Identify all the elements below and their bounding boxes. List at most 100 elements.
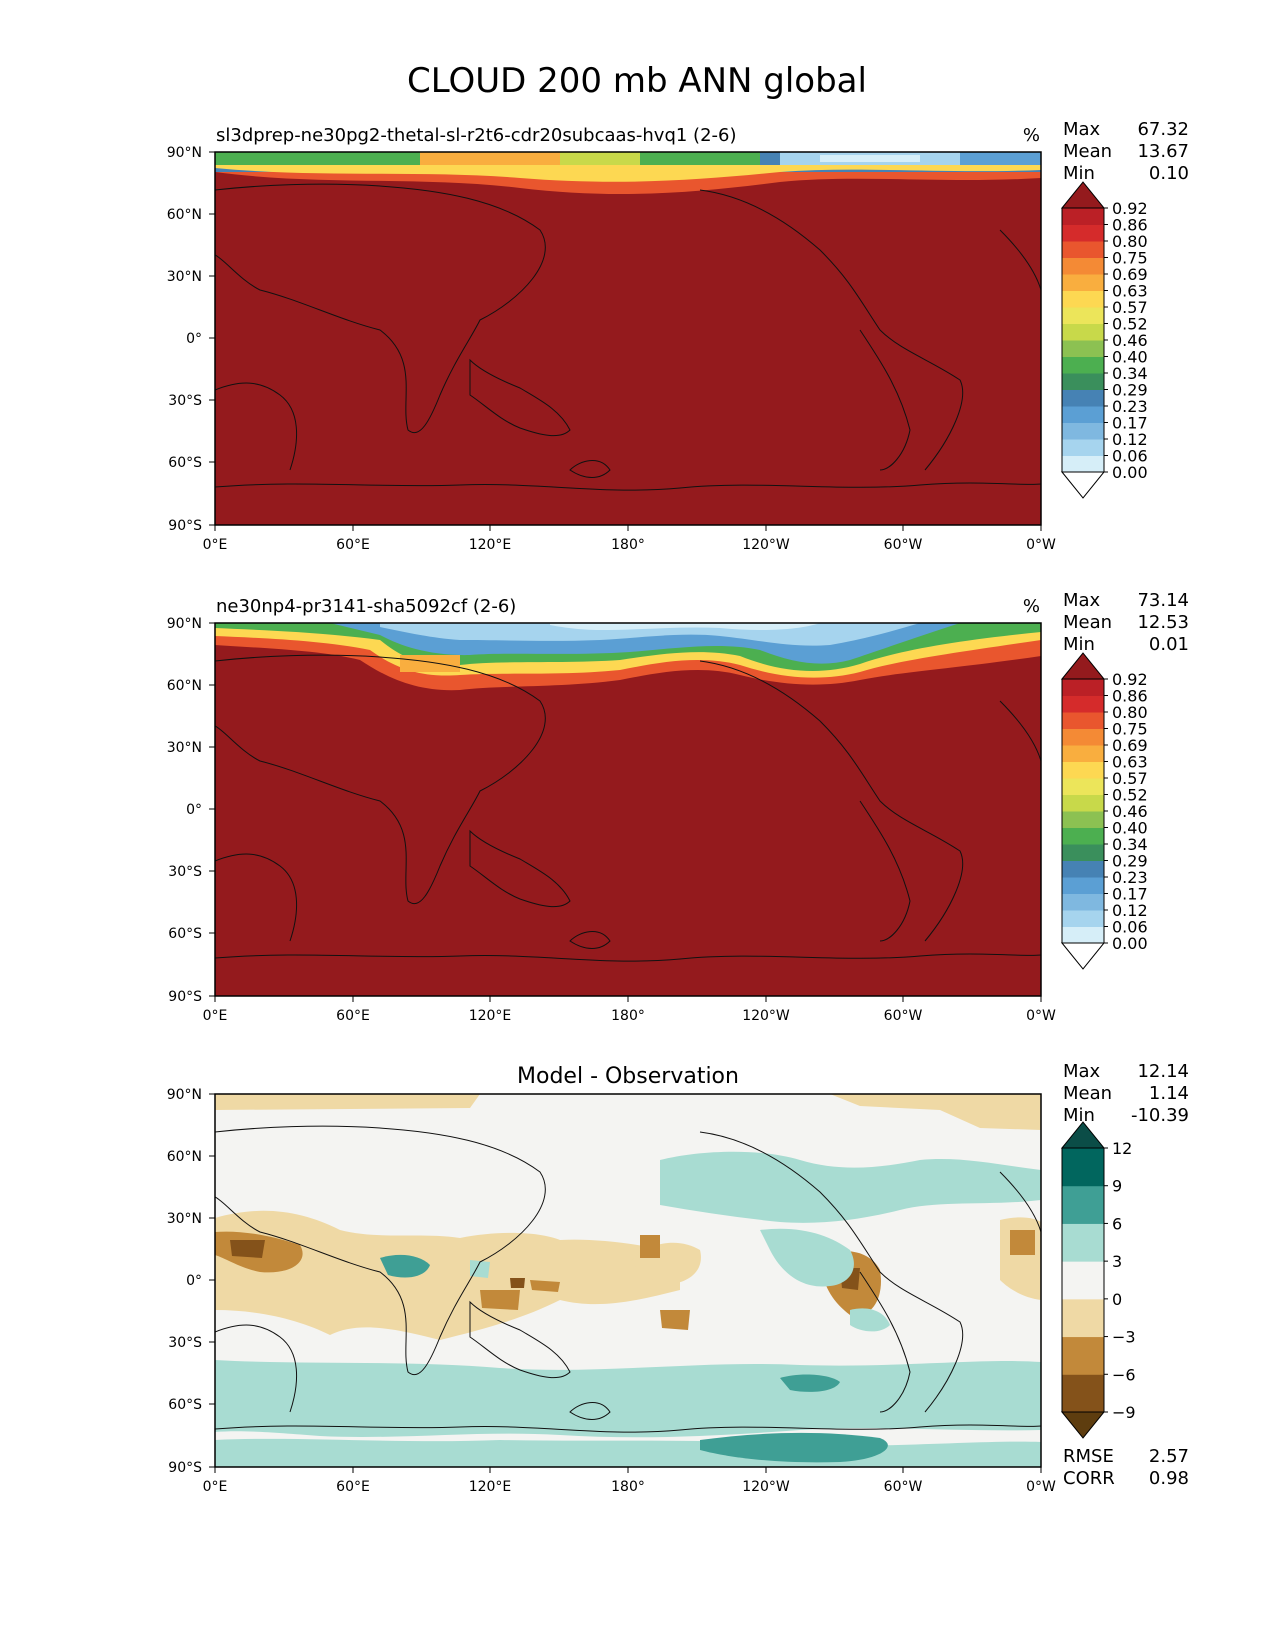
lon-tick-label: 120°E <box>469 537 512 553</box>
colorbar-tick-label: 0.12 <box>1112 430 1148 449</box>
colorbar-tick-label: 0.00 <box>1112 934 1148 953</box>
stat-value: 0.98 <box>1149 1468 1189 1489</box>
colorbar-bin <box>1062 356 1104 374</box>
lon-tick-label: 0°W <box>1026 537 1056 553</box>
colorbar-tick-label: 0.06 <box>1112 447 1148 466</box>
colorbar-bin <box>1062 679 1104 696</box>
colorbar-bin <box>1062 745 1104 762</box>
colorbar-tick-label: 0.34 <box>1112 364 1148 383</box>
colorbar-extend-max <box>1060 181 1106 209</box>
colorbar-bin <box>1062 340 1104 357</box>
colorbar-bin <box>1062 373 1104 390</box>
colorbar-bin <box>1062 290 1104 308</box>
stat-label: Mean <box>1063 1083 1112 1104</box>
colorbar-tick-label: 0.86 <box>1112 687 1148 706</box>
colorbar-bin <box>1062 1336 1104 1375</box>
colorbar-tick-label: 0.52 <box>1112 315 1148 334</box>
colorbar-tick-label: 0.06 <box>1112 918 1148 937</box>
colorbar-tick-label: 0.75 <box>1112 720 1148 739</box>
footer-stats: RMSE 2.57 CORR 0.98 <box>1063 1446 1189 1489</box>
arctic-band <box>215 623 1041 691</box>
lat-axis: 90°N 60°N 30°N 0° 30°S 60°S 90°S <box>167 1087 215 1476</box>
panel-test: sl3dprep-ne30pg2-thetal-sl-r2t6-cdr20sub… <box>167 119 1189 553</box>
colorbar-tick-label: 0.29 <box>1112 852 1148 871</box>
colorbar-bin <box>1062 761 1104 779</box>
stat-value: 0.10 <box>1149 163 1189 184</box>
colorbar-bin <box>1062 1261 1104 1300</box>
colorbar-tick-label: 12 <box>1112 1139 1132 1158</box>
coastlines <box>215 654 1041 962</box>
units-label: % <box>1023 596 1040 617</box>
stat-value: 12.14 <box>1137 1061 1189 1082</box>
colorbar-bin <box>1062 439 1104 456</box>
colorbar-bin <box>1062 307 1104 324</box>
map-area <box>215 1094 1041 1467</box>
stats-block: Max 67.32 Mean 13.67 Min 0.10 <box>1063 119 1189 184</box>
map-area <box>215 623 1041 996</box>
colorbar-bin <box>1062 389 1104 407</box>
colorbar-tick-label: 0.00 <box>1112 463 1148 482</box>
lat-axis: 90°N 60°N 30°N 0° 30°S 60°S 90°S <box>167 616 215 1005</box>
stat-label: Min <box>1063 634 1095 655</box>
colorbar-tick-label: 0.75 <box>1112 249 1148 268</box>
lon-tick-label: 120°E <box>469 1008 512 1024</box>
colorbar-bin <box>1062 860 1104 878</box>
colorbar-tick-label: 0.40 <box>1112 348 1148 367</box>
stat-label: Mean <box>1063 612 1112 633</box>
colorbar-tick-label: 0.34 <box>1112 835 1148 854</box>
colorbar-tick-label: 0.80 <box>1112 232 1148 251</box>
lat-tick-label: 30°N <box>167 269 202 285</box>
colorbar-bin <box>1062 422 1104 440</box>
units-label: % <box>1023 125 1040 146</box>
lon-tick-label: 120°W <box>742 537 790 553</box>
panel-title-left: ne30np4-pr3141-sha5092cf (2-6) <box>216 596 516 617</box>
stat-label: RMSE <box>1063 1446 1114 1467</box>
colorbar-bin <box>1062 241 1104 258</box>
lon-axis: 0°E 60°E 120°E 180° 120°W 60°W 0°W <box>203 996 1056 1024</box>
colorbar-bin <box>1062 712 1104 729</box>
colorbar-bin <box>1062 1223 1104 1262</box>
arctic-band <box>215 152 1041 195</box>
colorbar-tick-label: 0.63 <box>1112 282 1148 301</box>
colorbar-tick-label: 0.40 <box>1112 819 1148 838</box>
panel-title-center: Model - Observation <box>517 1064 739 1089</box>
panel-reference: ne30np4-pr3141-sha5092cf (2-6) % Max 73.… <box>167 590 1189 1024</box>
lon-tick-label: 0°E <box>203 537 228 553</box>
stat-value: 12.53 <box>1137 612 1189 633</box>
lon-tick-label: 0°E <box>203 1479 228 1495</box>
lon-tick-label: 0°E <box>203 1008 228 1024</box>
colorbar-tick-label: 0.86 <box>1112 216 1148 235</box>
colorbar-tick-label: 0.46 <box>1112 331 1148 350</box>
lon-tick-label: 60°E <box>336 537 370 553</box>
coastlines <box>215 183 1041 491</box>
colorbar-bin <box>1062 1185 1104 1224</box>
lat-tick-label: 60°N <box>167 1149 202 1165</box>
lon-tick-label: 60°W <box>884 537 923 553</box>
colorbar-tick-label: 0.29 <box>1112 381 1148 400</box>
figure-title: CLOUD 200 mb ANN global <box>407 61 867 101</box>
colorbar-bin <box>1062 844 1104 861</box>
colorbar: 0.000.060.120.170.230.290.340.400.460.52… <box>1060 181 1148 499</box>
stats-block: Max 12.14 Mean 1.14 Min -10.39 <box>1063 1061 1189 1126</box>
lat-tick-label: 90°N <box>167 145 202 161</box>
stat-value: 67.32 <box>1137 119 1189 140</box>
colorbar-bin <box>1062 893 1104 911</box>
colorbar-tick-label: −9 <box>1112 1403 1136 1422</box>
lon-tick-label: 120°W <box>742 1008 790 1024</box>
lat-tick-label: 30°N <box>167 1211 202 1227</box>
stat-value: 0.01 <box>1149 634 1189 655</box>
colorbar-bin <box>1062 406 1104 423</box>
colorbar-bin <box>1062 1148 1104 1187</box>
colorbar-bin <box>1062 274 1104 291</box>
coastlines <box>215 1125 1041 1433</box>
colorbar-bin <box>1062 1298 1104 1338</box>
stat-value: 2.57 <box>1149 1446 1189 1467</box>
lat-tick-label: 60°S <box>168 1397 202 1413</box>
colorbar-tick-label: 0 <box>1112 1290 1122 1309</box>
colorbar-bin <box>1062 811 1104 828</box>
difference-field <box>215 1094 1041 1467</box>
colorbar-bin <box>1062 877 1104 894</box>
lat-tick-label: 0° <box>186 1273 202 1289</box>
colorbar-tick-label: 0.80 <box>1112 703 1148 722</box>
colorbar-tick-label: 0.23 <box>1112 397 1148 416</box>
